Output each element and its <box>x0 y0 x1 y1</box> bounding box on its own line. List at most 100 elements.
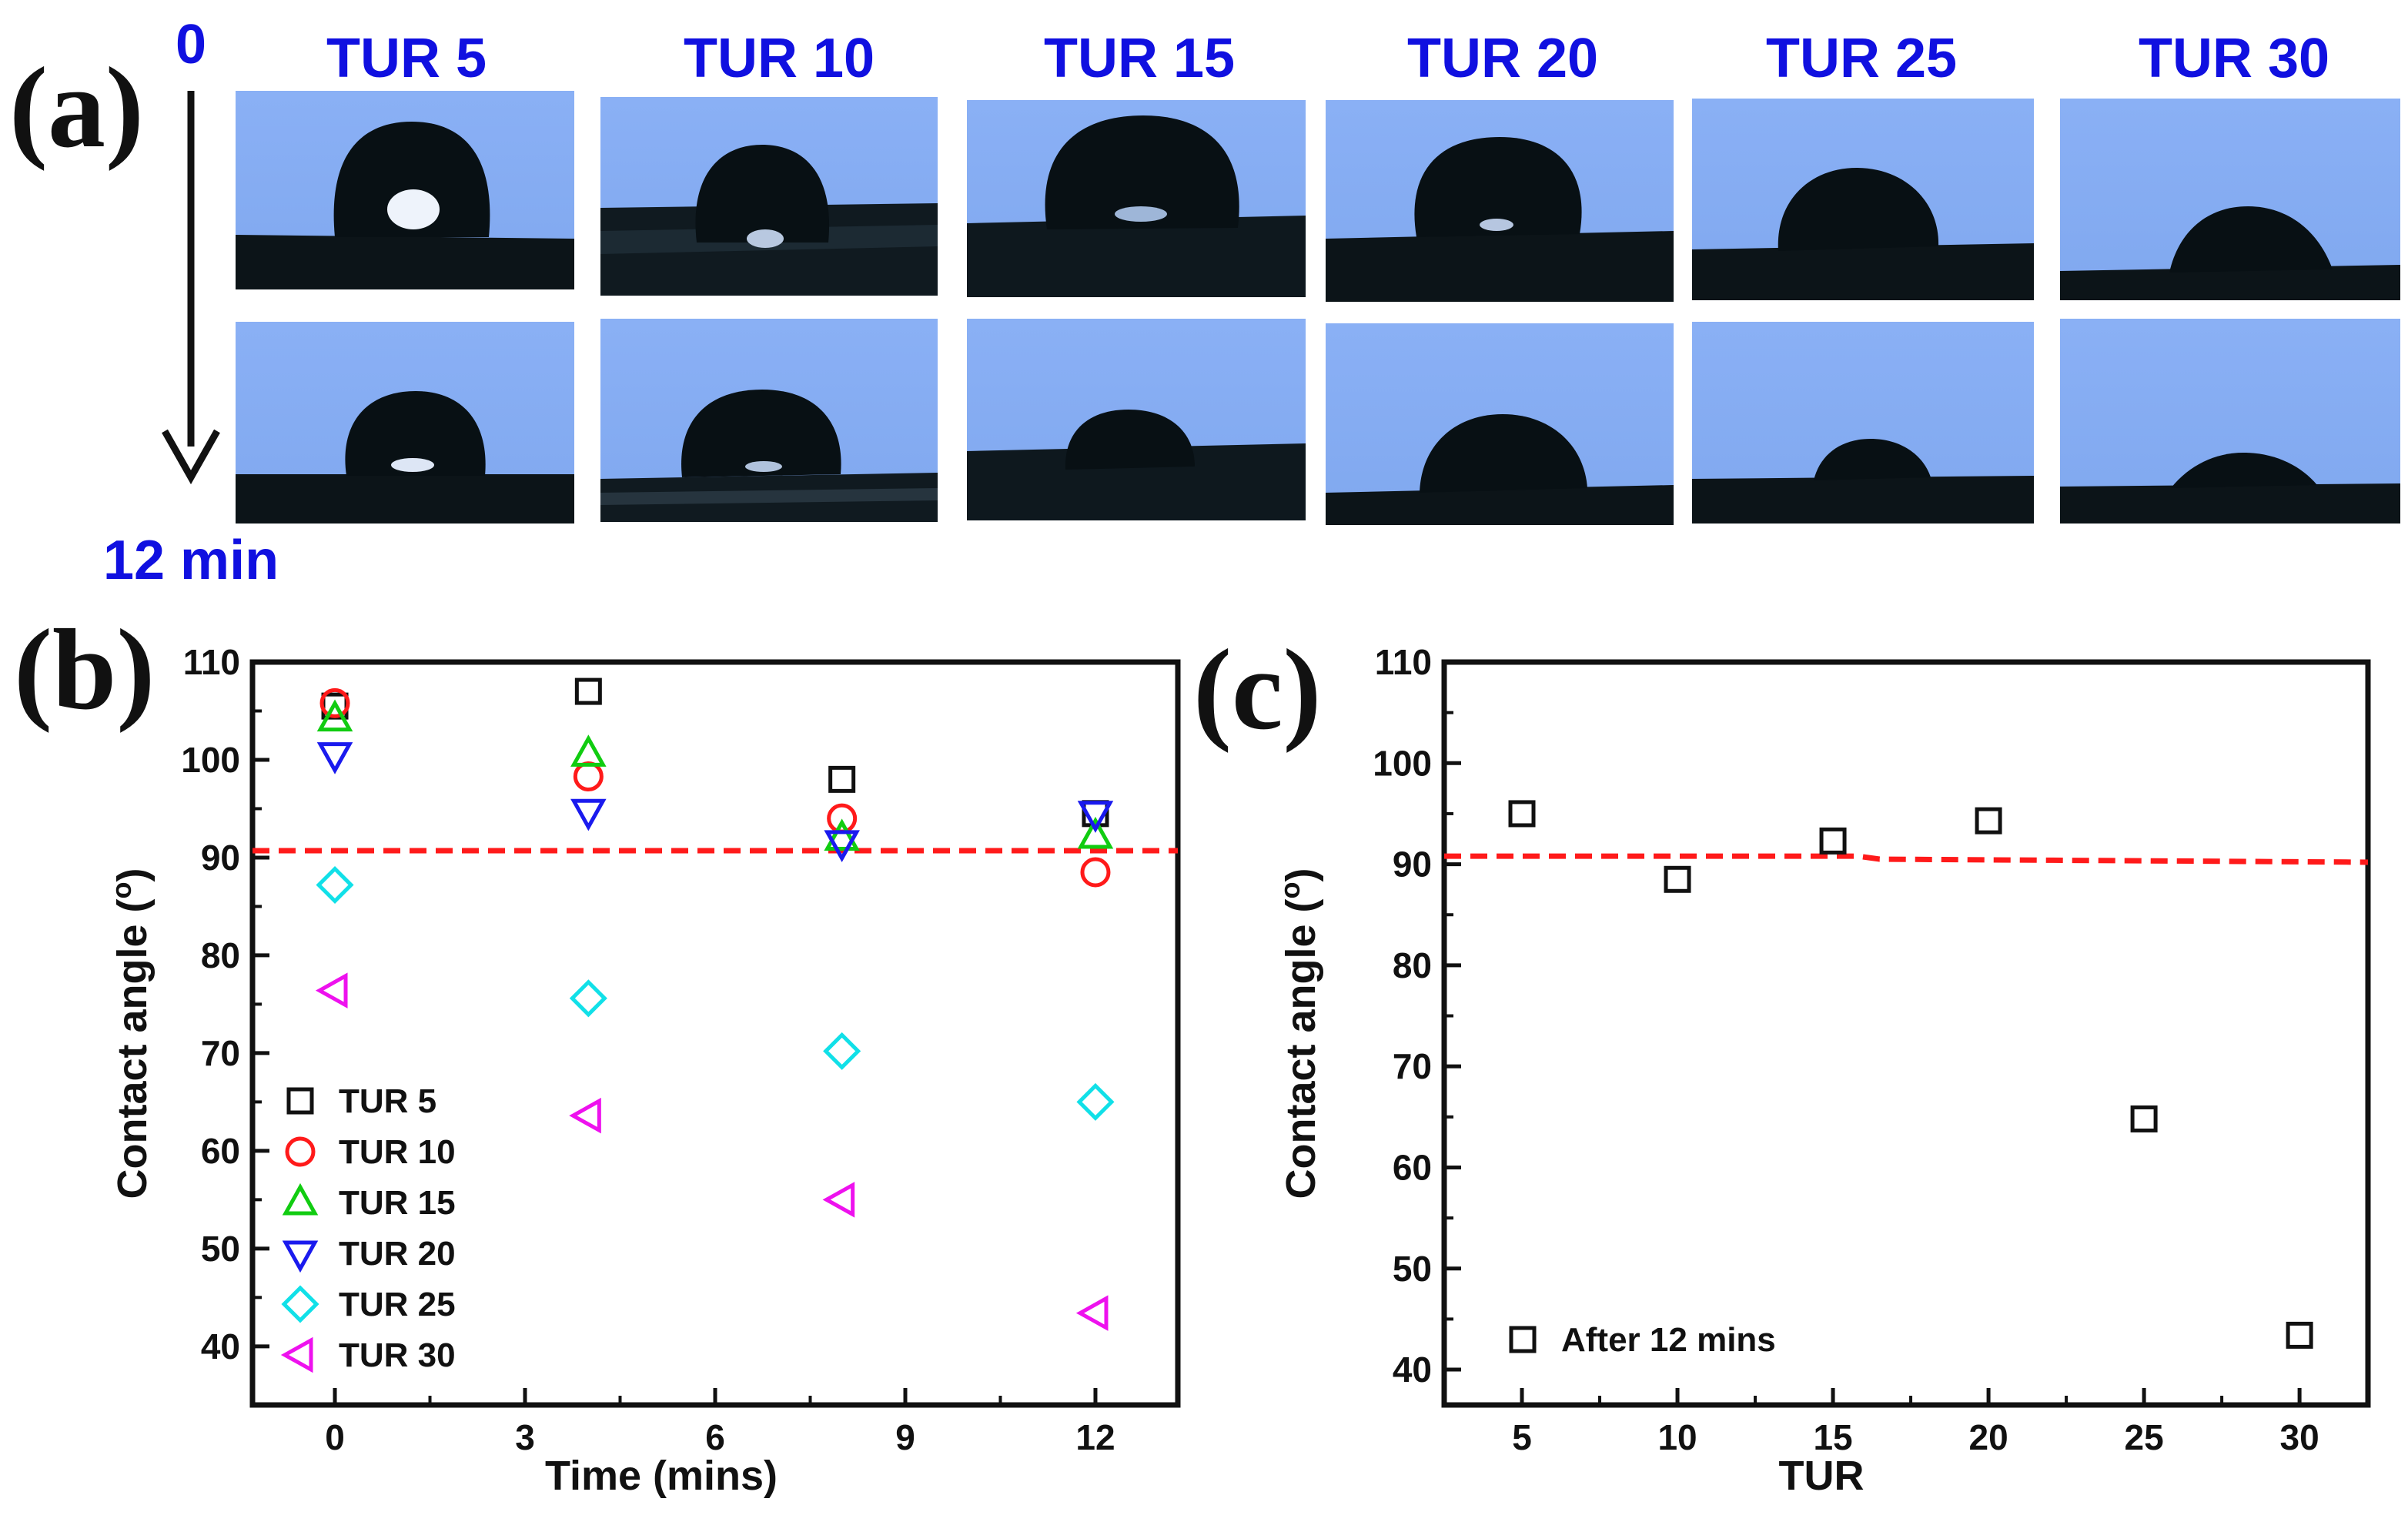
column-label-tur20: TUR 20 <box>1407 28 1598 89</box>
legend-marker <box>1509 1326 1537 1353</box>
y-tick-label: 70 <box>201 1033 240 1073</box>
data-point-tur-10 <box>319 687 350 718</box>
data-point-tur-25 <box>569 979 607 1018</box>
legend-marker <box>285 1136 316 1167</box>
data-point-after-12-mins <box>2130 1105 2158 1132</box>
y-tick-label: 110 <box>1375 642 1432 682</box>
plot-frame <box>1441 659 2371 1408</box>
droplet-photo-tur10-0min <box>600 97 938 296</box>
legend-label: TUR 5 <box>339 1082 436 1120</box>
legend-label: TUR 20 <box>339 1235 456 1273</box>
data-point-tur-30 <box>569 1097 601 1134</box>
column-labels: TUR 5 TUR 10 TUR 15 TUR 20 TUR 25 TUR 30 <box>326 28 2329 89</box>
legend: After 12 mins <box>1509 1321 1776 1359</box>
data-point-after-12-mins <box>1664 865 1691 893</box>
panel-a-letter: (a) <box>9 44 144 172</box>
x-tick-label: 3 <box>515 1417 535 1457</box>
legend-label: TUR 30 <box>339 1336 456 1374</box>
y-tick-label: 100 <box>1373 743 1432 783</box>
y-tick-label: 110 <box>183 642 240 682</box>
panel-b-letter: (b) <box>14 606 155 734</box>
data-point-after-12-mins <box>1975 807 2002 835</box>
column-label-tur5: TUR 5 <box>326 28 487 89</box>
data-point-tur-10 <box>1080 857 1111 888</box>
y-tick-label: 90 <box>1393 845 1432 885</box>
y-axis-title: Contact angle (o) <box>1274 868 1325 1199</box>
column-label-tur10: TUR 10 <box>684 28 875 89</box>
legend-marker <box>280 1336 313 1373</box>
data-point-tur-20 <box>824 830 860 863</box>
data-point-tur-10 <box>573 761 604 792</box>
legend-marker <box>282 1182 319 1216</box>
y-tick-label: 80 <box>201 935 240 975</box>
data-point-tur-15 <box>824 818 860 851</box>
data-point-tur-25 <box>316 865 354 905</box>
droplet-photo-tur15-0min <box>967 100 1306 297</box>
droplet-photo-tur25-12min <box>1692 322 2034 523</box>
x-tick-label: 15 <box>1813 1417 1852 1457</box>
y-tick-label: 60 <box>201 1131 240 1171</box>
y-tick-label: 100 <box>181 740 240 780</box>
legend-label: TUR 15 <box>339 1184 456 1222</box>
y-tick-label: 90 <box>201 838 240 878</box>
time-start-label: 0 <box>176 14 206 75</box>
data-point-after-12-mins <box>1508 800 1536 828</box>
data-point-tur-15 <box>1077 816 1114 849</box>
data-point-tur-20 <box>316 742 353 774</box>
data-point-after-12-mins <box>1819 827 1847 855</box>
x-tick-label: 25 <box>2125 1417 2164 1457</box>
data-point-tur-30 <box>1075 1295 1109 1331</box>
reference-line <box>1444 853 2369 865</box>
x-tick-label: 20 <box>1968 1417 2008 1457</box>
droplet-photo-tur25-0min <box>1692 99 2034 300</box>
x-axis-title: TUR <box>1779 1453 1865 1499</box>
time-end-label: 12 min <box>103 530 279 591</box>
data-point-after-12-mins <box>2286 1321 2313 1349</box>
droplet-photo-tur5-0min <box>236 91 574 289</box>
y-tick-label: 80 <box>1393 945 1432 985</box>
droplet-photo-tur30-12min <box>2060 319 2400 523</box>
x-tick-label: 6 <box>705 1417 725 1457</box>
data-point-tur-5 <box>574 677 602 705</box>
data-point-tur-20 <box>1077 801 1114 833</box>
data-point-tur-15 <box>570 734 607 767</box>
y-tick-label: 40 <box>1393 1350 1432 1390</box>
legend-marker <box>282 1240 319 1273</box>
legend-label: TUR 25 <box>339 1286 456 1323</box>
column-label-tur15: TUR 15 <box>1044 28 1235 89</box>
droplet-photo-tur10-12min <box>600 319 938 522</box>
data-point-tur-5 <box>828 765 856 793</box>
droplet-photo-tur30-0min <box>2060 99 2400 300</box>
legend: TUR 5 TUR 10 TUR 15 TUR 20 TUR 25 TUR 30 <box>280 1082 456 1374</box>
data-point-tur-10 <box>827 803 858 834</box>
time-arrow <box>162 91 220 485</box>
column-label-tur30: TUR 30 <box>2139 28 2329 89</box>
data-point-tur-15 <box>316 699 353 732</box>
x-axis-title: Time (mins) <box>545 1453 778 1499</box>
droplet-photo-tur20-0min <box>1326 100 1674 302</box>
data-point-tur-25 <box>1076 1082 1115 1121</box>
x-tick-label: 0 <box>325 1417 345 1457</box>
data-point-tur-25 <box>823 1032 861 1070</box>
x-tick-label: 12 <box>1075 1417 1115 1457</box>
y-tick-label: 70 <box>1393 1046 1432 1086</box>
y-axis-title: Contact angle (o) <box>105 868 156 1199</box>
x-tick-label: 5 <box>1512 1417 1532 1457</box>
y-tick-label: 50 <box>1393 1249 1432 1289</box>
data-point-tur-20 <box>570 798 607 831</box>
x-tick-label: 10 <box>1657 1417 1697 1457</box>
panel-a: (a) 0 12 min TUR 5 TUR 10 TUR 15 TUR 20 … <box>9 14 2400 591</box>
data-point-tur-30 <box>315 972 348 1009</box>
y-tick-label: 50 <box>201 1229 240 1269</box>
droplet-photo-tur20-12min <box>1326 323 1674 525</box>
data-point-tur-30 <box>822 1182 855 1218</box>
y-tick-label: 40 <box>201 1326 240 1366</box>
droplet-photo-tur5-12min <box>236 322 574 523</box>
column-label-tur25: TUR 25 <box>1766 28 1957 89</box>
legend-marker <box>281 1285 319 1323</box>
x-tick-label: 9 <box>895 1417 915 1457</box>
panel-c-letter: (c) <box>1193 626 1321 754</box>
y-axis-unit: o <box>1274 881 1306 898</box>
